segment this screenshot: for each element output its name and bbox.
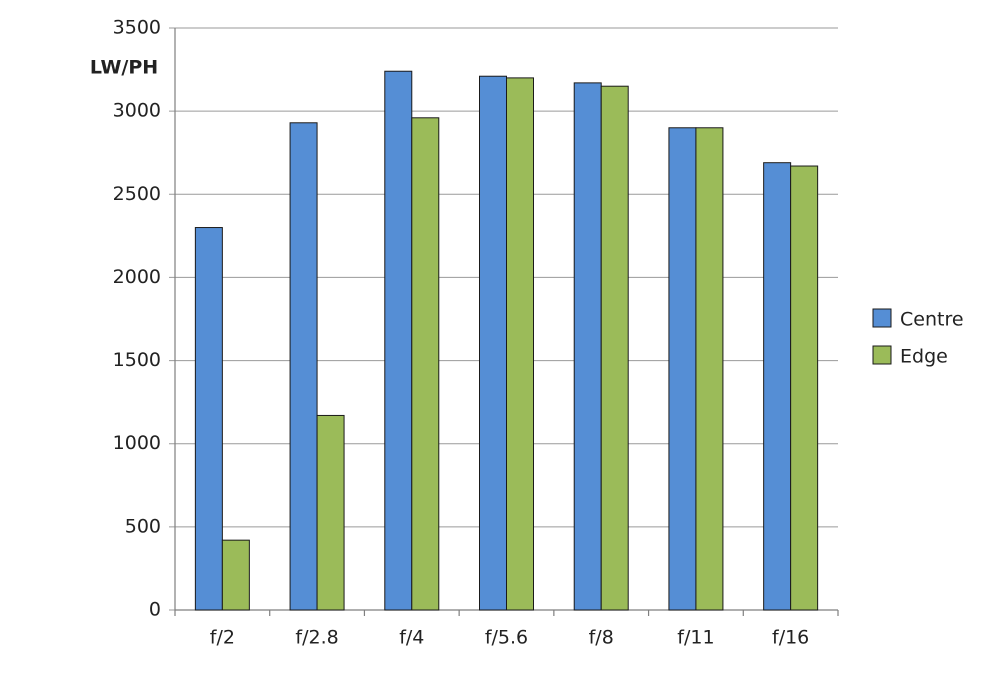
bar <box>573 82 602 611</box>
y-tick-label: 2000 <box>113 266 161 288</box>
y-tick-label: 1000 <box>113 432 161 454</box>
bar <box>695 127 724 611</box>
x-tick-label: f/2 <box>210 627 235 649</box>
bar <box>763 162 792 611</box>
x-tick-label: f/4 <box>399 627 424 649</box>
bar <box>411 117 440 611</box>
x-tick-label: f/8 <box>589 627 614 649</box>
legend-swatch <box>872 345 892 365</box>
y-tick-label: 0 <box>149 599 161 621</box>
bar <box>506 77 534 611</box>
bar <box>316 414 345 611</box>
legend-label: Centre <box>900 309 964 331</box>
bar <box>479 75 507 611</box>
bar <box>600 85 629 611</box>
x-tick-label: f/5.6 <box>485 627 528 649</box>
y-tick-label: 500 <box>125 515 161 537</box>
bar <box>790 165 819 611</box>
bar <box>221 539 250 611</box>
bar <box>668 127 697 611</box>
y-tick-label: 3000 <box>113 100 161 122</box>
bar <box>384 70 413 611</box>
x-tick-label: f/11 <box>677 627 714 649</box>
x-tick-label: f/16 <box>772 627 809 649</box>
legend-label: Edge <box>900 346 948 368</box>
bar <box>194 227 223 611</box>
y-tick-label: 1500 <box>113 349 161 371</box>
bar <box>289 122 318 611</box>
y-tick-label: 2500 <box>113 183 161 205</box>
legend-swatch <box>872 308 892 328</box>
y-tick-label: 3500 <box>113 17 161 39</box>
y-axis-label: LW/PH <box>90 57 158 79</box>
x-tick-label: f/2.8 <box>295 627 338 649</box>
